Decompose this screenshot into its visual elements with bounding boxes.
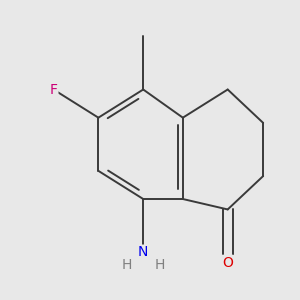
Text: H: H: [155, 258, 165, 272]
Text: F: F: [50, 82, 58, 97]
Text: N: N: [138, 245, 148, 259]
Text: H: H: [121, 258, 132, 272]
Text: O: O: [222, 256, 233, 270]
